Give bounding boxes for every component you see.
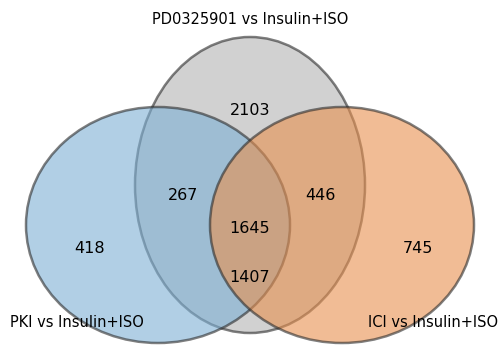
Text: 1407: 1407 [230, 271, 270, 286]
Text: 267: 267 [168, 187, 198, 203]
Ellipse shape [210, 107, 474, 343]
Text: 446: 446 [305, 187, 335, 203]
Text: 745: 745 [403, 240, 433, 255]
Text: 1645: 1645 [230, 220, 270, 236]
Text: PD0325901 vs Insulin+ISO: PD0325901 vs Insulin+ISO [152, 12, 348, 27]
Text: 418: 418 [74, 240, 106, 255]
Ellipse shape [26, 107, 290, 343]
Text: PKI vs Insulin+ISO: PKI vs Insulin+ISO [10, 315, 144, 330]
Text: ICI vs Insulin+ISO: ICI vs Insulin+ISO [368, 315, 498, 330]
Ellipse shape [135, 37, 365, 333]
Text: 2103: 2103 [230, 102, 270, 118]
